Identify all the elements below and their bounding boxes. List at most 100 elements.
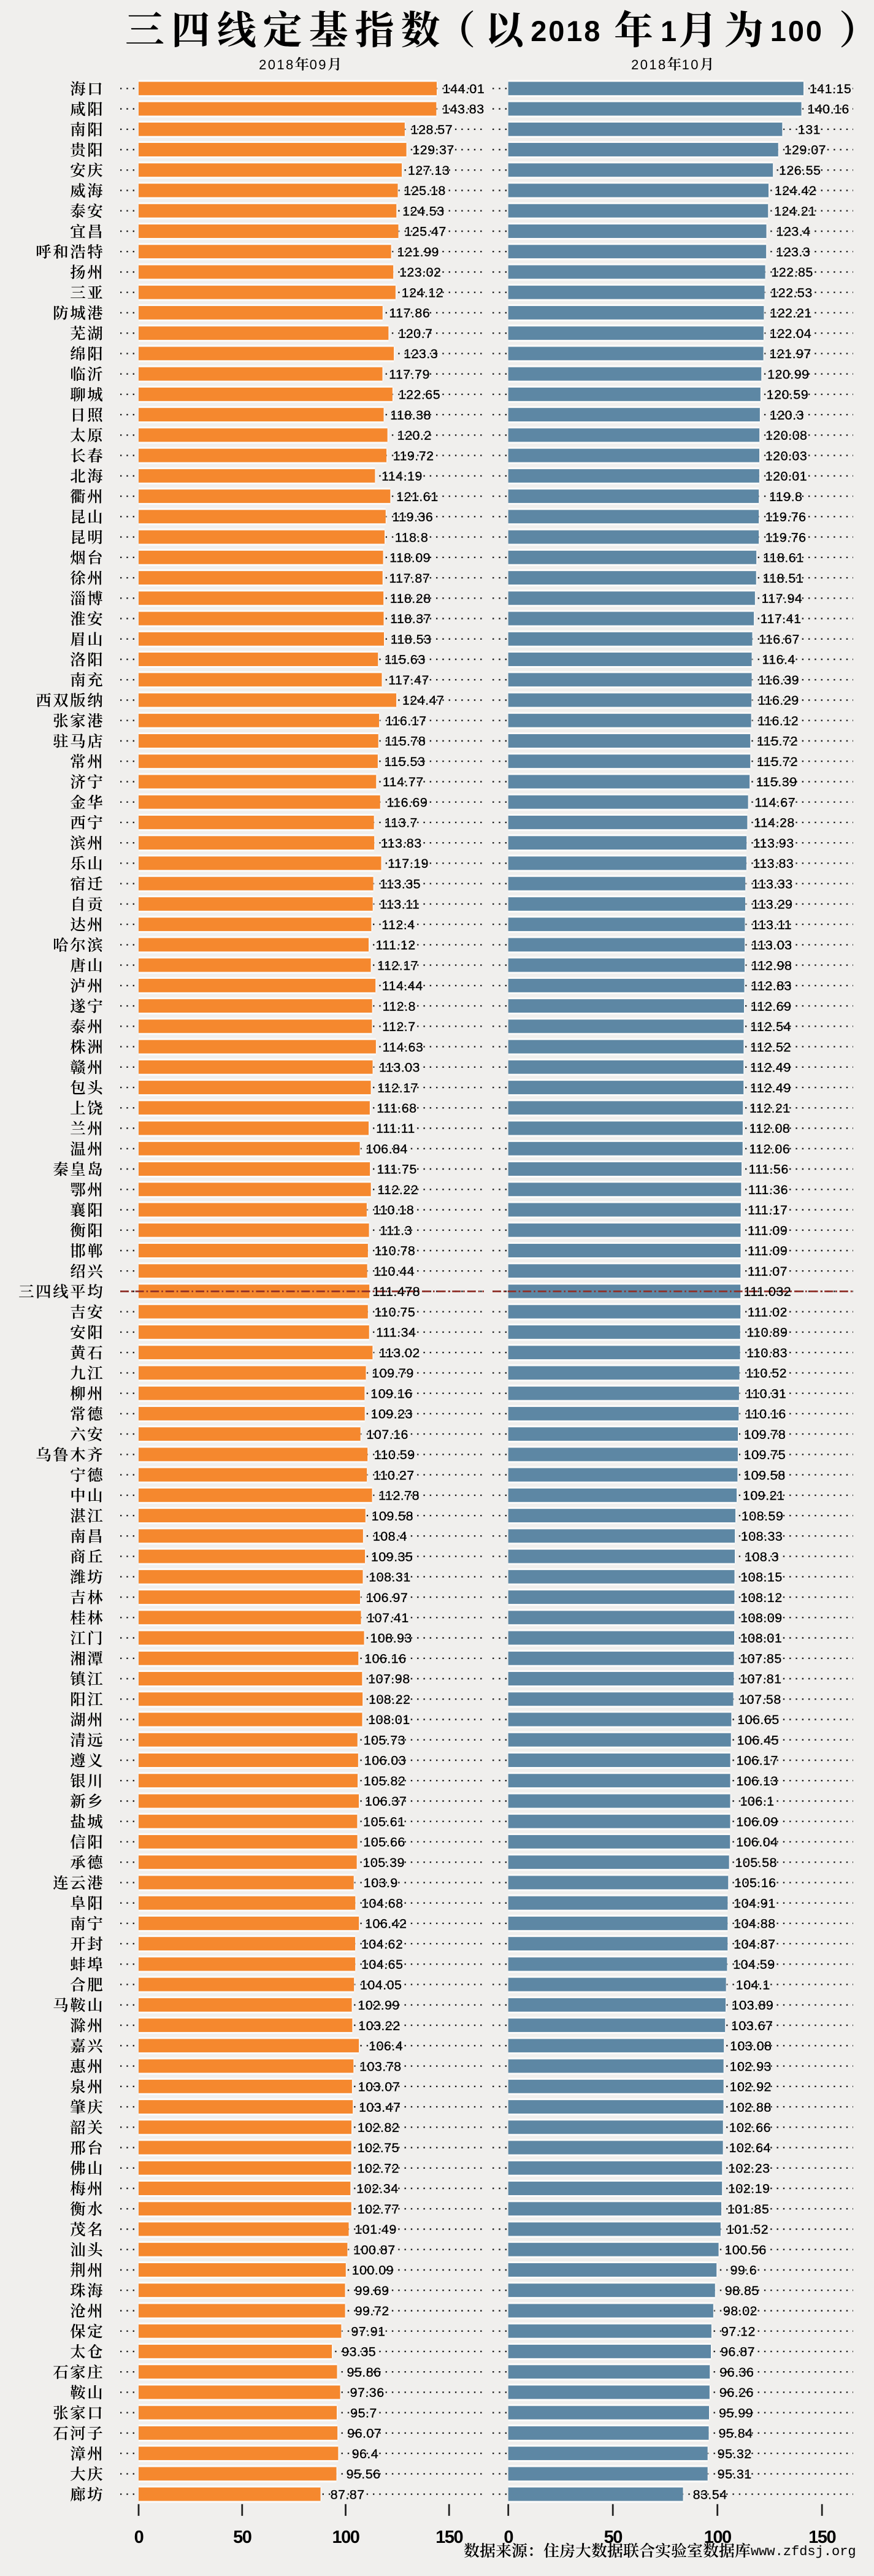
svg-text:106.03: 106.03 <box>364 1754 406 1768</box>
svg-text:99.69: 99.69 <box>355 2283 389 2298</box>
svg-text:107.41: 107.41 <box>367 1611 408 1625</box>
svg-text:108.22: 108.22 <box>369 1692 410 1707</box>
svg-text:123.02: 123.02 <box>399 265 441 280</box>
svg-text:100: 100 <box>332 2528 359 2547</box>
svg-text:111.34: 111.34 <box>376 1325 416 1340</box>
svg-text:95.99: 95.99 <box>719 2405 753 2420</box>
svg-text:102.99: 102.99 <box>358 1998 399 2013</box>
svg-text:104.59: 104.59 <box>733 1957 775 1972</box>
svg-text:111.75: 111.75 <box>377 1162 417 1177</box>
svg-text:108.12: 108.12 <box>740 1590 782 1605</box>
svg-text:102.92: 102.92 <box>729 2080 771 2095</box>
svg-text:113.35: 113.35 <box>380 876 421 891</box>
svg-text:98.02: 98.02 <box>723 2304 757 2318</box>
svg-text:102.34: 102.34 <box>356 2182 398 2196</box>
svg-text:115.63: 115.63 <box>385 653 426 667</box>
svg-text:123.3: 123.3 <box>776 245 810 259</box>
svg-text:111.07: 111.07 <box>748 1264 788 1279</box>
svg-text:111.3: 111.3 <box>380 1223 412 1238</box>
svg-text:111.02: 111.02 <box>748 1305 788 1319</box>
svg-text:117.79: 117.79 <box>389 367 430 381</box>
svg-text:121.61: 121.61 <box>396 489 438 504</box>
svg-text:95.32: 95.32 <box>718 2447 752 2461</box>
svg-text:112.8: 112.8 <box>382 999 415 1014</box>
svg-text:98.85: 98.85 <box>725 2283 759 2298</box>
svg-text:108.31: 108.31 <box>369 1570 410 1585</box>
svg-text:87.87: 87.87 <box>331 2487 365 2502</box>
svg-text:115.78: 115.78 <box>385 734 426 749</box>
svg-text:110.31: 110.31 <box>745 1386 786 1401</box>
svg-text:106.65: 106.65 <box>737 1712 779 1727</box>
svg-text:105.58: 105.58 <box>735 1855 776 1870</box>
svg-text:110.18: 110.18 <box>373 1203 414 1217</box>
svg-text:129.37: 129.37 <box>412 143 454 158</box>
svg-text:112.69: 112.69 <box>751 999 792 1014</box>
svg-text:113.29: 113.29 <box>752 897 793 912</box>
svg-text:110.16: 110.16 <box>745 1407 786 1422</box>
svg-text:105.16: 105.16 <box>734 1876 776 1890</box>
svg-text:106.84: 106.84 <box>366 1142 407 1157</box>
svg-text:120.03: 120.03 <box>765 448 807 463</box>
svg-text:102.66: 102.66 <box>729 2120 771 2135</box>
svg-text:102.93: 102.93 <box>729 2059 771 2074</box>
svg-text:116.39: 116.39 <box>758 673 799 688</box>
svg-text:126.55: 126.55 <box>779 163 821 178</box>
svg-text:114.28: 114.28 <box>754 816 795 830</box>
svg-text:95.86: 95.86 <box>347 2365 381 2380</box>
svg-text:105.82: 105.82 <box>364 1774 405 1788</box>
svg-text:115.72: 115.72 <box>757 734 798 749</box>
svg-text:103.47: 103.47 <box>359 2100 401 2115</box>
svg-text:116.69: 116.69 <box>386 795 427 810</box>
svg-text:112.49: 112.49 <box>750 1060 791 1075</box>
svg-text:101.49: 101.49 <box>355 2222 396 2237</box>
svg-text:122.04: 122.04 <box>770 326 811 341</box>
svg-text:102.75: 102.75 <box>358 2141 399 2155</box>
svg-text:111.478: 111.478 <box>372 1284 420 1299</box>
svg-text:109.16: 109.16 <box>370 1386 412 1401</box>
svg-text:120.01: 120.01 <box>765 469 807 484</box>
svg-text:113.11: 113.11 <box>752 918 792 932</box>
svg-text:120.99: 120.99 <box>767 367 809 381</box>
svg-text:109.58: 109.58 <box>372 1509 413 1524</box>
svg-text:112.54: 112.54 <box>750 1019 791 1034</box>
svg-text:114.67: 114.67 <box>754 795 795 810</box>
svg-text:110.52: 110.52 <box>746 1366 787 1381</box>
svg-text:112.06: 112.06 <box>749 1142 790 1157</box>
svg-text:125.18: 125.18 <box>404 183 445 198</box>
svg-text:103.9: 103.9 <box>364 1876 398 1890</box>
svg-text:116.29: 116.29 <box>758 693 799 708</box>
svg-text:109.75: 109.75 <box>744 1447 786 1462</box>
svg-text:106.13: 106.13 <box>736 1774 778 1788</box>
svg-text:103.08: 103.08 <box>730 2039 772 2053</box>
svg-text:105.61: 105.61 <box>363 1814 405 1829</box>
svg-text:116.12: 116.12 <box>757 713 799 728</box>
svg-text:117.94: 117.94 <box>761 591 802 606</box>
svg-text:114.19: 114.19 <box>381 469 423 484</box>
svg-text:2018: 2018 <box>531 15 602 47</box>
svg-text:112.08: 112.08 <box>749 1121 790 1136</box>
svg-text:09: 09 <box>310 57 328 72</box>
svg-text:107.81: 107.81 <box>740 1672 781 1687</box>
svg-text:118.53: 118.53 <box>391 632 432 647</box>
svg-text:95.56: 95.56 <box>346 2467 380 2482</box>
svg-text:105.66: 105.66 <box>363 1835 405 1850</box>
svg-text:112.78: 112.78 <box>378 1489 420 1503</box>
svg-text:www.zfdsj.org: www.zfdsj.org <box>751 2544 856 2559</box>
svg-text:110.89: 110.89 <box>746 1325 788 1340</box>
svg-text:129.07: 129.07 <box>784 143 826 158</box>
svg-text:112.22: 112.22 <box>377 1183 418 1197</box>
svg-text:116.67: 116.67 <box>759 632 800 647</box>
svg-text:113.83: 113.83 <box>381 836 422 851</box>
svg-text:102.23: 102.23 <box>728 2161 770 2176</box>
svg-text:109.58: 109.58 <box>743 1468 785 1482</box>
svg-text:120.2: 120.2 <box>397 428 432 443</box>
svg-text:150: 150 <box>435 2528 462 2547</box>
svg-text:117.19: 117.19 <box>388 856 429 871</box>
svg-text:106.37: 106.37 <box>365 1794 407 1809</box>
svg-text:95.84: 95.84 <box>718 2426 753 2441</box>
svg-text:105.73: 105.73 <box>364 1733 405 1747</box>
svg-text:104.05: 104.05 <box>360 1977 402 1992</box>
svg-text:99.6: 99.6 <box>730 2263 757 2278</box>
svg-text:111.09: 111.09 <box>748 1223 788 1238</box>
svg-text:115.72: 115.72 <box>757 754 798 769</box>
